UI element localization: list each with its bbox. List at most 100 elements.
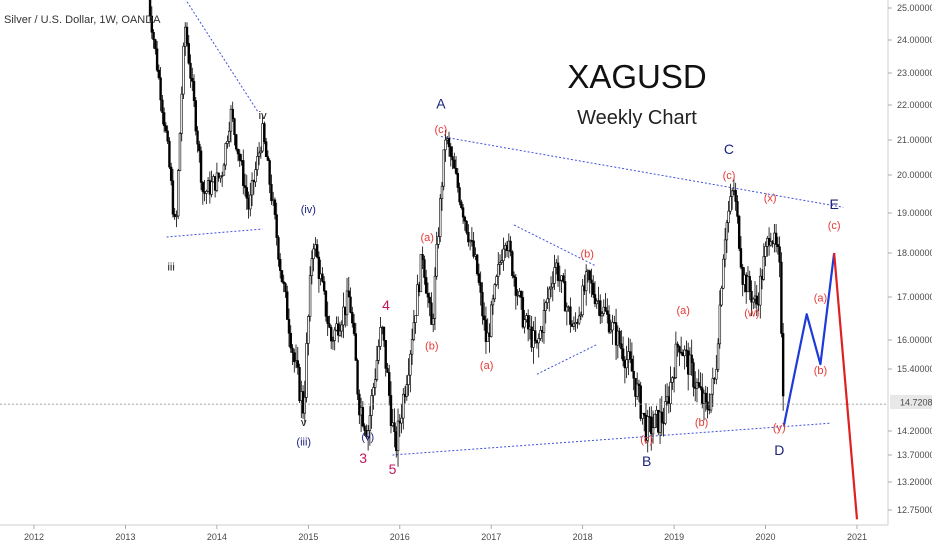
wave-label: A bbox=[436, 96, 446, 112]
candle-body bbox=[166, 130, 169, 142]
wave-label: (b) bbox=[425, 341, 438, 353]
candle-body bbox=[356, 360, 359, 395]
wave-label: (b) bbox=[581, 248, 594, 260]
candle-body bbox=[162, 112, 166, 127]
candle-body bbox=[366, 430, 370, 438]
projection-blue-path bbox=[782, 252, 836, 427]
wave-label: B bbox=[642, 453, 651, 469]
candle-body bbox=[776, 244, 780, 248]
y-tick-label: 17.00000 bbox=[897, 292, 932, 302]
wave-label: 5 bbox=[389, 461, 397, 477]
candle-body bbox=[264, 141, 268, 157]
wave-label: (iv) bbox=[301, 204, 316, 216]
candle-body bbox=[243, 185, 247, 188]
wave-label: (iii) bbox=[296, 436, 311, 448]
time-axis[interactable]: 2012 2013 2014 2015 2016 2017 2018 2019 2020 2021 bbox=[24, 525, 867, 542]
x-tick-label: 2012 bbox=[24, 532, 44, 542]
candle-body bbox=[454, 167, 458, 174]
trendline bbox=[440, 136, 844, 208]
candle-body bbox=[303, 397, 307, 414]
candle-body bbox=[653, 413, 656, 429]
candle-body bbox=[548, 288, 551, 300]
candle-body bbox=[307, 316, 310, 344]
candle-body bbox=[352, 322, 356, 334]
candle-body bbox=[759, 275, 762, 306]
candle-body bbox=[600, 313, 604, 317]
candle-body bbox=[511, 251, 514, 276]
candle-body bbox=[572, 323, 576, 327]
candle-body bbox=[268, 160, 271, 185]
y-tick-label: 18.00000 bbox=[897, 248, 932, 258]
candle-body bbox=[222, 164, 226, 176]
wave-label: 4 bbox=[382, 297, 390, 313]
candle-body bbox=[328, 323, 331, 328]
candle-body bbox=[621, 348, 625, 361]
x-tick-label: 2019 bbox=[664, 532, 684, 542]
candle-body bbox=[704, 392, 707, 403]
candle-body bbox=[342, 306, 345, 326]
candle-body bbox=[581, 285, 584, 316]
candle-body bbox=[551, 283, 554, 288]
candle-body bbox=[718, 304, 722, 345]
candle-body bbox=[611, 322, 614, 331]
candle-body bbox=[354, 333, 358, 361]
candle-body bbox=[409, 353, 412, 376]
price-axis[interactable]: 25.00000 24.00000 23.00000 22.00000 21.00000… bbox=[888, 3, 932, 515]
candle-body bbox=[643, 412, 646, 416]
candle-body bbox=[175, 215, 178, 218]
candle-body bbox=[257, 152, 261, 157]
candle-body bbox=[326, 315, 329, 325]
candle-body bbox=[384, 340, 387, 369]
candle-body bbox=[178, 133, 182, 171]
candle-body bbox=[312, 248, 315, 259]
candle-body bbox=[171, 180, 175, 215]
candle-body bbox=[685, 349, 688, 352]
candle-body bbox=[472, 240, 475, 257]
candle-body bbox=[431, 318, 435, 325]
candle-body bbox=[229, 108, 233, 132]
candle-body bbox=[706, 401, 709, 410]
candle-body bbox=[194, 100, 197, 132]
wave-label: iii bbox=[167, 262, 174, 274]
candle-body bbox=[484, 319, 488, 342]
candle-body bbox=[256, 156, 259, 170]
candle-body bbox=[164, 125, 168, 132]
candle-body bbox=[296, 360, 299, 368]
wave-label: (b) bbox=[814, 365, 827, 377]
candle-body bbox=[722, 258, 725, 289]
candle-body bbox=[220, 175, 224, 177]
candle-body bbox=[315, 244, 319, 258]
candle-body bbox=[442, 149, 445, 187]
candle-body bbox=[273, 199, 277, 215]
candle-body bbox=[254, 169, 257, 183]
candle-body bbox=[419, 254, 423, 293]
candle-body bbox=[152, 31, 155, 40]
candle-body bbox=[347, 290, 350, 298]
candle-body bbox=[716, 343, 720, 370]
candle-body bbox=[289, 332, 292, 349]
y-tick-label: 16.00000 bbox=[897, 335, 932, 345]
x-tick-label: 2013 bbox=[115, 532, 135, 542]
candle-body bbox=[481, 292, 484, 317]
wave-label: v bbox=[301, 417, 307, 429]
trendlines bbox=[166, 0, 844, 456]
wave-labels: iii iv (iv) v (iii) (v) 3 4 5 A (c) (a) (b) (a) (b) (c)… bbox=[167, 96, 840, 477]
candle-body bbox=[424, 277, 428, 294]
candle-body bbox=[449, 146, 452, 157]
candle-body bbox=[351, 312, 354, 324]
candle-body bbox=[205, 191, 208, 194]
trendline bbox=[536, 344, 597, 375]
candle-body bbox=[338, 330, 342, 336]
candle-body bbox=[317, 256, 321, 279]
candle-body bbox=[219, 176, 222, 179]
candle-body bbox=[609, 329, 613, 333]
candle-body bbox=[620, 343, 623, 350]
candle-body bbox=[650, 416, 653, 435]
candle-body bbox=[187, 43, 190, 64]
candle-body bbox=[669, 382, 672, 404]
candle-body bbox=[266, 156, 270, 161]
candle-body bbox=[579, 314, 583, 317]
candle-body bbox=[676, 343, 679, 347]
candle-body bbox=[321, 273, 324, 282]
candle-body bbox=[514, 277, 518, 296]
